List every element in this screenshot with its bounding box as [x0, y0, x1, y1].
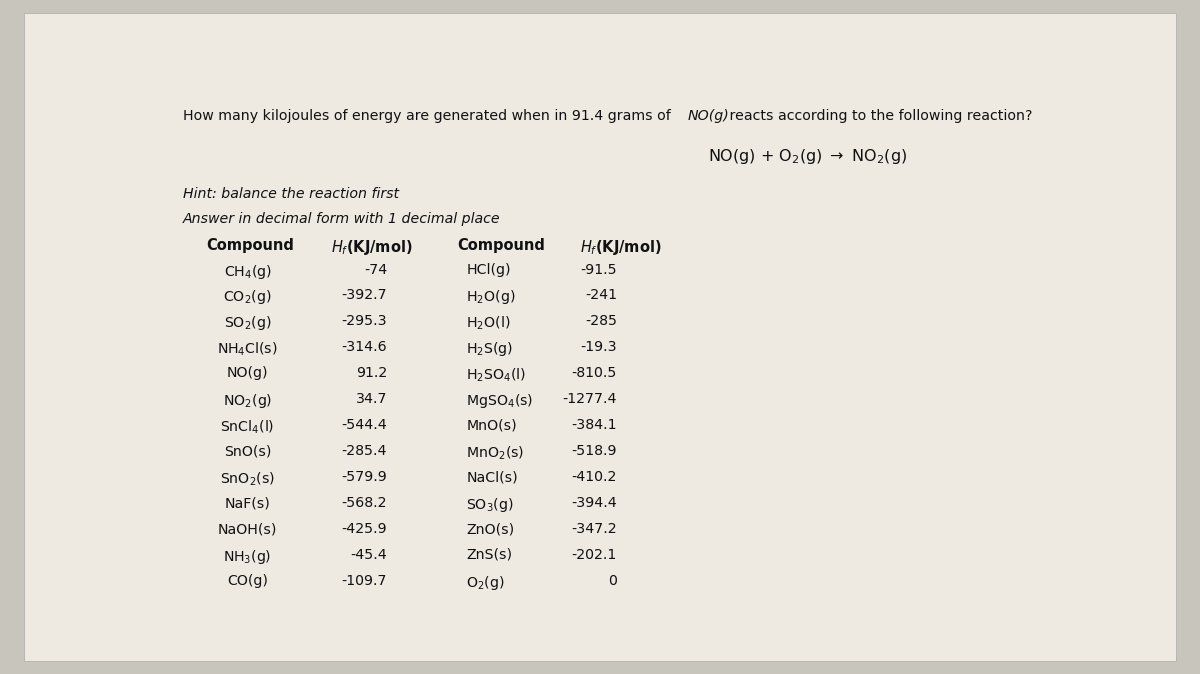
- Text: H$_2$O(l): H$_2$O(l): [467, 314, 510, 332]
- Text: How many kilojoules of energy are generated when in 91.4 grams of: How many kilojoules of energy are genera…: [182, 109, 674, 123]
- Text: SO$_3$(g): SO$_3$(g): [467, 496, 514, 514]
- Text: -579.9: -579.9: [341, 470, 388, 484]
- Text: -91.5: -91.5: [581, 262, 617, 276]
- Text: H$_2$SO$_4$(l): H$_2$SO$_4$(l): [467, 366, 527, 384]
- Text: -19.3: -19.3: [581, 340, 617, 355]
- Text: -568.2: -568.2: [342, 496, 388, 510]
- Text: -410.2: -410.2: [571, 470, 617, 484]
- Text: -347.2: -347.2: [571, 522, 617, 536]
- Text: SnCl$_4$(l): SnCl$_4$(l): [221, 418, 275, 435]
- Text: $H_f$(KJ/mol): $H_f$(KJ/mol): [331, 238, 413, 257]
- Text: 0: 0: [608, 574, 617, 588]
- Text: -295.3: -295.3: [342, 314, 388, 328]
- Text: -285: -285: [584, 314, 617, 328]
- Text: -202.1: -202.1: [571, 548, 617, 562]
- Text: NO$_2$(g): NO$_2$(g): [223, 392, 272, 410]
- Text: -1277.4: -1277.4: [563, 392, 617, 406]
- Text: Compound: Compound: [206, 238, 294, 253]
- Text: ZnO(s): ZnO(s): [467, 522, 515, 536]
- Text: -45.4: -45.4: [350, 548, 388, 562]
- Text: -392.7: -392.7: [342, 288, 388, 303]
- Text: MnO$_2$(s): MnO$_2$(s): [467, 444, 524, 462]
- Text: SO$_2$(g): SO$_2$(g): [223, 314, 271, 332]
- Text: NO(g): NO(g): [688, 109, 730, 123]
- Text: Answer in decimal form with 1 decimal place: Answer in decimal form with 1 decimal pl…: [182, 212, 500, 226]
- Text: 34.7: 34.7: [355, 392, 388, 406]
- Text: Hint: balance the reaction first: Hint: balance the reaction first: [182, 187, 398, 202]
- Text: MgSO$_4$(s): MgSO$_4$(s): [467, 392, 534, 410]
- Text: reacts according to the following reaction?: reacts according to the following reacti…: [725, 109, 1032, 123]
- Text: -314.6: -314.6: [342, 340, 388, 355]
- Text: SnO(s): SnO(s): [224, 444, 271, 458]
- Text: -285.4: -285.4: [342, 444, 388, 458]
- Text: HCl(g): HCl(g): [467, 262, 511, 276]
- Text: -384.1: -384.1: [571, 418, 617, 432]
- Text: NH$_4$Cl(s): NH$_4$Cl(s): [217, 340, 278, 358]
- Text: NH$_3$(g): NH$_3$(g): [223, 548, 272, 566]
- Text: ZnS(s): ZnS(s): [467, 548, 512, 562]
- Text: -544.4: -544.4: [341, 418, 388, 432]
- Text: O$_2$(g): O$_2$(g): [467, 574, 505, 592]
- Text: -241: -241: [584, 288, 617, 303]
- Text: -74: -74: [364, 262, 388, 276]
- Text: NO(g) + O$_2$(g) $\rightarrow$ NO$_2$(g): NO(g) + O$_2$(g) $\rightarrow$ NO$_2$(g): [708, 148, 907, 166]
- Text: Compound: Compound: [457, 238, 545, 253]
- Text: NO(g): NO(g): [227, 366, 269, 380]
- Text: -394.4: -394.4: [571, 496, 617, 510]
- Text: -518.9: -518.9: [571, 444, 617, 458]
- Text: -109.7: -109.7: [342, 574, 388, 588]
- Text: -425.9: -425.9: [342, 522, 388, 536]
- Text: H$_2$O(g): H$_2$O(g): [467, 288, 516, 307]
- Text: NaCl(s): NaCl(s): [467, 470, 518, 484]
- Text: -810.5: -810.5: [571, 366, 617, 380]
- Text: MnO(s): MnO(s): [467, 418, 517, 432]
- Text: H$_2$S(g): H$_2$S(g): [467, 340, 514, 359]
- Text: CO(g): CO(g): [227, 574, 268, 588]
- Text: NaF(s): NaF(s): [224, 496, 270, 510]
- Text: CO$_2$(g): CO$_2$(g): [223, 288, 272, 307]
- Text: SnO$_2$(s): SnO$_2$(s): [220, 470, 275, 487]
- Text: CH$_4$(g): CH$_4$(g): [223, 262, 271, 280]
- Text: 91.2: 91.2: [356, 366, 388, 380]
- Text: $H_f$(KJ/mol): $H_f$(KJ/mol): [580, 238, 661, 257]
- Text: NaOH(s): NaOH(s): [218, 522, 277, 536]
